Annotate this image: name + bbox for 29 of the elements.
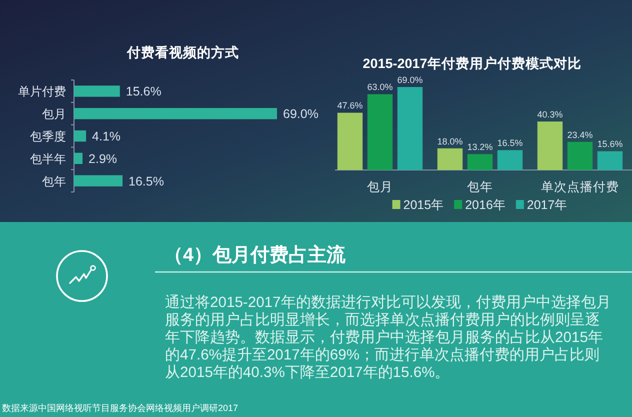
data-label: 23.4%: [567, 130, 593, 140]
data-label: 47.6%: [337, 100, 363, 111]
data-label: 16.5%: [128, 174, 164, 188]
data-label: 13.2%: [467, 142, 493, 152]
data-label: 15.6%: [126, 84, 162, 99]
data-label: 40.3%: [537, 110, 563, 120]
data-label: 2.9%: [88, 152, 118, 166]
data-label: 15.6%: [597, 139, 623, 150]
data-label: 69.0%: [283, 107, 318, 122]
x-tick-label: 包月: [367, 180, 393, 194]
text: （4）包月付费占主流: [164, 244, 347, 266]
y-tick-label: 包半年: [30, 152, 66, 166]
x-tick-label: 包年: [467, 180, 493, 194]
y-tick-label: 单片付费: [18, 84, 66, 99]
legend-label: 2016年: [465, 198, 506, 212]
legend-label: 2017年: [526, 198, 568, 212]
text: 通过将2015-2017年的数据进行对比可以发现，付费用户中选择包月服务的用户占比明显增长，而选择单次点播付费用户的比例则呈逐年下降趋势。数据显示，付费用户中选择包月服务的占比从2015年的47.6%提升至2017年的69%；而进行单次点播付费的用户占比则从2015年的40.3%下降至2017年的15.6%。: [165, 294, 611, 381]
data-label: 69.0%: [397, 75, 423, 85]
chart-title: 付费看视频的方式: [126, 44, 239, 60]
data-label: 4.1%: [92, 130, 121, 144]
data-label: 63.0%: [367, 82, 393, 92]
data-label: 18.0%: [437, 136, 463, 146]
legend-label: 2015年: [403, 198, 444, 212]
chart-title: 2015-2017年付费用户付费模式对比: [362, 55, 582, 71]
y-tick-label: 包季度: [30, 130, 66, 144]
data-label: 16.5%: [497, 138, 523, 148]
y-tick-label: 包月: [42, 107, 66, 122]
x-tick-label: 单次点播付费: [541, 180, 619, 194]
text: 数据来源中国网络视听节目服务协会网络视频用户调研2017: [2, 403, 238, 413]
